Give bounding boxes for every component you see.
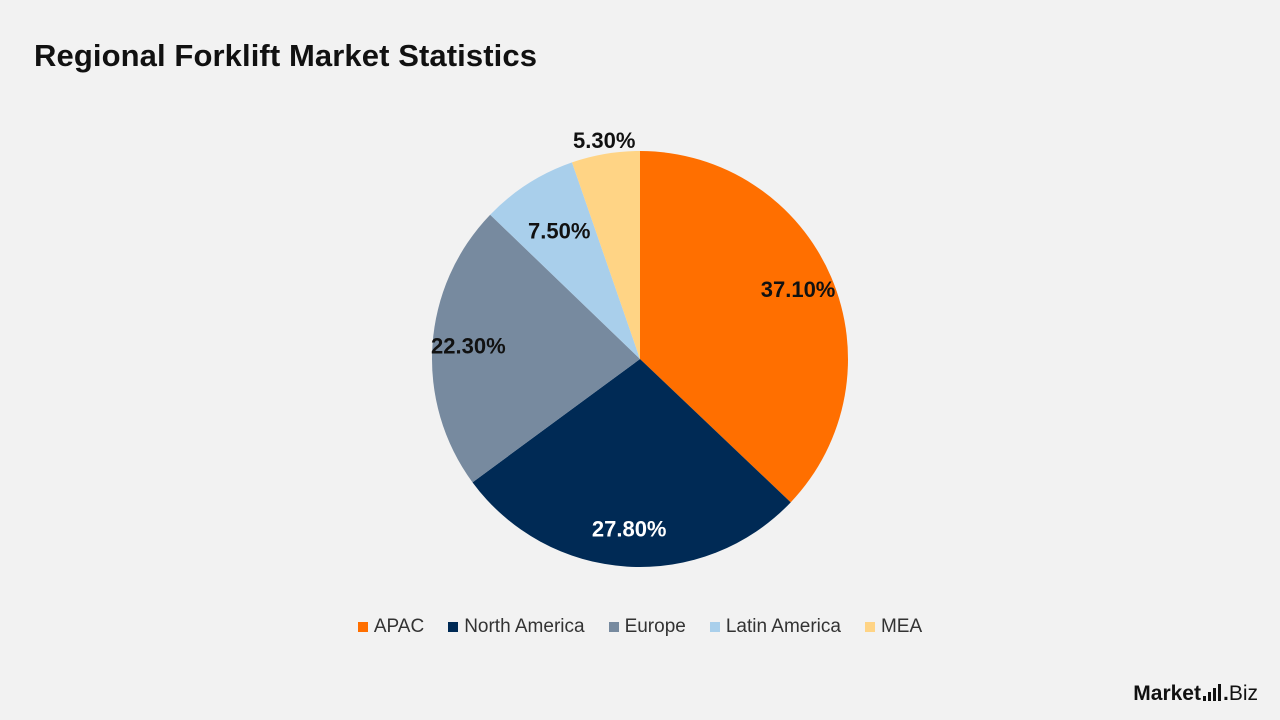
pie-label-mea: 5.30% [573,128,635,153]
legend-swatch-north-america [448,622,459,632]
pie-label-north-america: 27.80% [592,516,667,541]
legend-label-latin-america: Latin America [725,616,841,637]
legend-item-north-america: North America [448,616,585,638]
pie-label-apac: 37.10% [761,277,836,302]
brand-name: Market [1133,682,1201,705]
legend-label-mea: MEA [880,616,923,637]
brand-suffix: Biz [1228,682,1258,705]
legend-item-latin-america: Latin America [709,616,841,638]
pie-label-europe: 22.30% [431,333,506,358]
legend-item-apac: APAC [357,616,425,638]
legend-swatch-mea [864,622,875,632]
pie-slice-labels: 37.10% 27.80% 22.30% 7.50% 5.30% [431,128,835,542]
pie-slice-apac [640,151,849,503]
brand-dot: . [1222,682,1229,705]
legend-item-mea: MEA [864,616,923,638]
chart-title: Regional Forklift Market Statistics [34,38,538,73]
pie-slice-mea [572,151,640,359]
legend-swatch-latin-america [709,622,720,632]
legend-label-north-america: North America [464,616,585,637]
pie-slices [431,151,849,567]
legend-swatch-apac [357,622,368,632]
pie-label-latin-america: 7.50% [528,218,590,243]
legend-label-apac: APAC [373,616,425,637]
chart-legend: APAC North America Europe Latin America … [0,616,1280,638]
pie-slice-latin-america [490,162,640,359]
legend-label-europe: Europe [624,616,686,637]
brand-bars-icon [1202,684,1221,701]
pie-slice-north-america [472,359,791,567]
brand-logo: Market . Biz [1133,682,1258,706]
legend-swatch-europe [608,622,619,632]
pie-slice-europe [431,214,640,483]
legend-item-europe: Europe [608,616,686,638]
